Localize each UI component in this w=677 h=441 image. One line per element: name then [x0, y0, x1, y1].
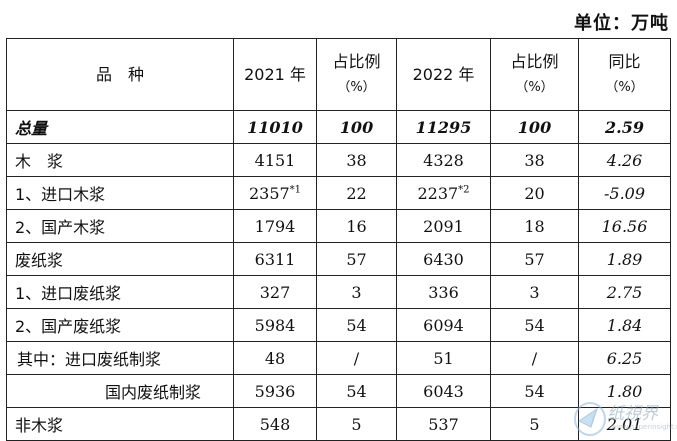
- value-2021-number: 2357: [248, 183, 290, 203]
- table-row: 其中：进口废纸制浆 48 / 51 / 6.25: [6, 341, 671, 375]
- value-2021: 11010: [233, 110, 317, 144]
- yoy-change: 16.56: [578, 209, 671, 243]
- footnote-marker: *2: [458, 184, 470, 196]
- share-2022: 54: [490, 374, 579, 408]
- yoy-change: 2.75: [578, 275, 671, 309]
- header-yoy-title: 同比: [608, 51, 641, 71]
- value-2021: 2357*1: [233, 176, 317, 210]
- watermark: 纸視界 www.paperinsight.net: [573, 395, 677, 439]
- share-2021: 57: [316, 242, 397, 276]
- table-row: 2、国产废纸浆 5984 54 6094 54 1.84: [6, 308, 671, 342]
- header-share-2021-title: 占比例: [332, 51, 381, 71]
- share-2022: 3: [490, 275, 579, 309]
- value-2022: 6430: [396, 242, 491, 276]
- value-2022: 537: [396, 407, 491, 441]
- yoy-change: 2.01: [578, 407, 671, 441]
- value-2022: 6043: [396, 374, 491, 408]
- table-row: 木 浆 4151 38 4328 38 4.26: [6, 143, 671, 177]
- share-2021: 22: [316, 176, 397, 210]
- table-row: 1、进口废纸浆 327 3 336 3 2.75: [6, 275, 671, 309]
- value-2022: 2091: [396, 209, 491, 243]
- value-2022: 4328: [396, 143, 491, 177]
- share-2022: 18: [490, 209, 579, 243]
- header-share-2021-unit: （%）: [337, 79, 376, 95]
- share-2021: 100: [316, 110, 397, 144]
- row-name: 1、进口木浆: [6, 176, 234, 210]
- value-2021: 48: [233, 341, 317, 375]
- table-row: 2、国产木浆 1794 16 2091 18 16.56: [6, 209, 671, 243]
- value-2021: 327: [233, 275, 317, 309]
- header-2021: 2021 年: [233, 38, 317, 111]
- pulp-consumption-table: 品 种 2021 年 占比例 （%） 2022 年 占比例 （%） 同比 （%）…: [6, 38, 671, 441]
- share-2021: 54: [316, 308, 397, 342]
- yoy-change: 4.26: [578, 143, 671, 177]
- value-2021: 6311: [233, 242, 317, 276]
- share-2022: 54: [490, 308, 579, 342]
- watermark-url: www.paperinsight.net: [611, 423, 677, 431]
- watermark-title: 纸視界: [607, 404, 658, 424]
- share-2021: 38: [316, 143, 397, 177]
- value-2021: 5936: [233, 374, 317, 408]
- share-2021: /: [316, 341, 397, 375]
- row-name: 1、进口废纸浆: [6, 275, 234, 309]
- share-2021: 3: [316, 275, 397, 309]
- yoy-change: 1.84: [578, 308, 671, 342]
- yoy-change: -5.09: [578, 176, 671, 210]
- value-2021: 1794: [233, 209, 317, 243]
- yoy-change: 6.25: [578, 341, 671, 375]
- row-name: 总量: [6, 110, 234, 144]
- value-2021: 548: [233, 407, 317, 441]
- row-name: 2、国产废纸浆: [6, 308, 234, 342]
- table-row-total: 总量 11010 100 11295 100 2.59: [6, 110, 671, 144]
- table-row: 1、进口木浆 2357*1 22 2237*2 20 -5.09: [6, 176, 671, 210]
- share-2022: 20: [490, 176, 579, 210]
- value-2022: 6094: [396, 308, 491, 342]
- value-2022: 2237*2: [396, 176, 491, 210]
- share-2022: /: [490, 341, 579, 375]
- share-2022: 5: [490, 407, 579, 441]
- value-2021: 4151: [233, 143, 317, 177]
- value-2021: 5984: [233, 308, 317, 342]
- paper-bird-logo-icon: [574, 402, 606, 436]
- share-2021: 54: [316, 374, 397, 408]
- share-2021: 16: [316, 209, 397, 243]
- share-2021: 5: [316, 407, 397, 441]
- row-name: 木 浆: [6, 143, 234, 177]
- footnote-marker: *1: [289, 184, 302, 196]
- yoy-change: 1.80: [578, 374, 671, 408]
- row-name: 2、国产木浆: [6, 209, 234, 243]
- value-2022: 51: [396, 341, 491, 375]
- header-share-2022: 占比例 （%）: [490, 38, 579, 111]
- value-2022-number: 2237: [417, 183, 459, 203]
- header-variety: 品 种: [6, 38, 234, 111]
- row-name: 非木浆: [6, 407, 234, 441]
- table-row: 废纸浆 6311 57 6430 57 1.89: [6, 242, 671, 276]
- table-row: 非木浆 548 5 537 5 2.01: [6, 407, 671, 441]
- value-2022: 11295: [396, 110, 491, 144]
- share-2022: 57: [490, 242, 579, 276]
- table-row: 国内废纸制浆 5936 54 6043 54 1.80: [6, 374, 671, 408]
- header-2022: 2022 年: [396, 38, 491, 111]
- header-yoy: 同比 （%）: [578, 38, 671, 111]
- share-2022: 38: [490, 143, 579, 177]
- unit-label: 单位：万吨: [574, 13, 669, 34]
- value-2022: 336: [396, 275, 491, 309]
- row-name: 国内废纸制浆: [6, 374, 234, 408]
- share-2022: 100: [490, 110, 579, 144]
- yoy-change: 1.89: [578, 242, 671, 276]
- header-share-2021: 占比例 （%）: [316, 38, 397, 111]
- row-name: 其中：进口废纸制浆: [6, 341, 234, 375]
- yoy-change: 2.59: [578, 110, 671, 144]
- header-yoy-unit: （%）: [605, 79, 644, 95]
- header-share-2022-title: 占比例: [510, 51, 559, 71]
- header-share-2022-unit: （%）: [515, 79, 554, 95]
- table-header-row: 品 种 2021 年 占比例 （%） 2022 年 占比例 （%） 同比 （%）: [6, 38, 671, 111]
- row-name: 废纸浆: [6, 242, 234, 276]
